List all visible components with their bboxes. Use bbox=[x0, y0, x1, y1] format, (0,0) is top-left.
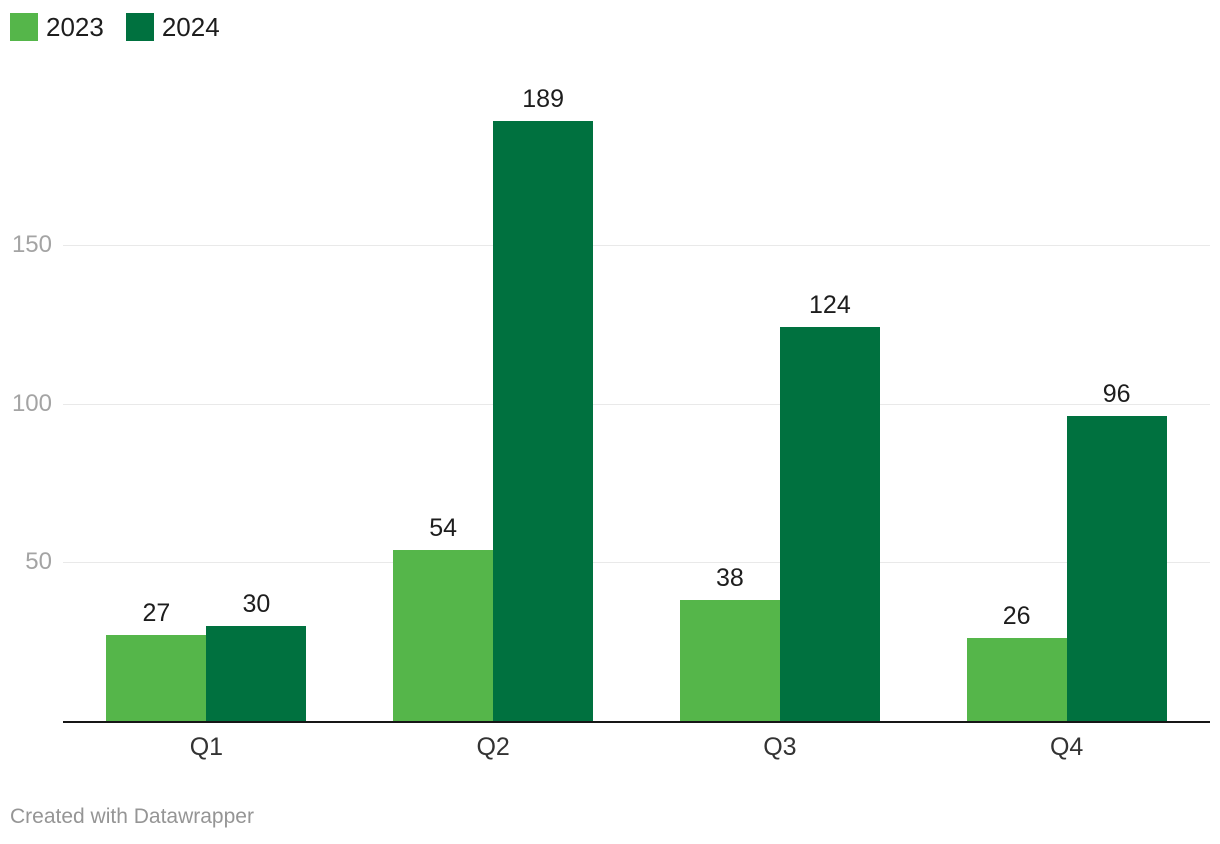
legend-label-2023: 2023 bbox=[46, 12, 104, 42]
gridline-100 bbox=[63, 403, 1210, 405]
x-tick-label-Q1: Q1 bbox=[189, 733, 224, 761]
gridline-150 bbox=[63, 244, 1210, 246]
y-tick-label-100: 100 bbox=[11, 389, 52, 417]
x-tick-label-Q2: Q2 bbox=[476, 733, 510, 761]
bar-2023-Q3[interactable] bbox=[679, 600, 780, 721]
value-label-2023-Q3: 38 bbox=[715, 564, 744, 593]
bar-2024-Q2[interactable] bbox=[493, 121, 594, 721]
bar-2024-Q3[interactable] bbox=[779, 327, 880, 721]
x-tick-label-Q4: Q4 bbox=[1049, 733, 1084, 761]
datawrapper-attribution-link[interactable]: Created with Datawrapper bbox=[10, 805, 254, 828]
bar-2023-Q4[interactable] bbox=[966, 638, 1067, 721]
bar-2024-Q1[interactable] bbox=[206, 625, 307, 721]
value-label-2024-Q2: 189 bbox=[522, 85, 564, 113]
bar-2023-Q2[interactable] bbox=[393, 549, 494, 721]
bar-2024-Q4[interactable] bbox=[1066, 416, 1167, 721]
value-label-2023-Q1: 27 bbox=[142, 599, 171, 628]
x-axis-line bbox=[63, 721, 1210, 723]
value-label-2024-Q1: 30 bbox=[242, 589, 271, 618]
bar-2023-Q1[interactable] bbox=[106, 635, 207, 721]
legend-item-2023: 2023 bbox=[10, 13, 104, 41]
legend-label-2024: 2024 bbox=[161, 12, 220, 42]
y-tick-label-150: 150 bbox=[11, 230, 52, 258]
legend-item-2024: 2024 bbox=[125, 12, 220, 42]
legend-swatch-2024 bbox=[125, 13, 154, 41]
legend-swatch-2023 bbox=[10, 13, 38, 41]
y-tick-label-50: 50 bbox=[25, 548, 52, 576]
value-label-2023-Q4: 26 bbox=[1002, 602, 1031, 631]
x-tick-label-Q3: Q3 bbox=[763, 733, 797, 761]
gridline-50 bbox=[63, 562, 1210, 564]
legend: 2023 2024 bbox=[10, 13, 220, 41]
value-label-2024-Q3: 124 bbox=[809, 291, 851, 320]
value-label-2024-Q4: 96 bbox=[1102, 380, 1131, 409]
value-label-2023-Q2: 54 bbox=[429, 513, 458, 542]
